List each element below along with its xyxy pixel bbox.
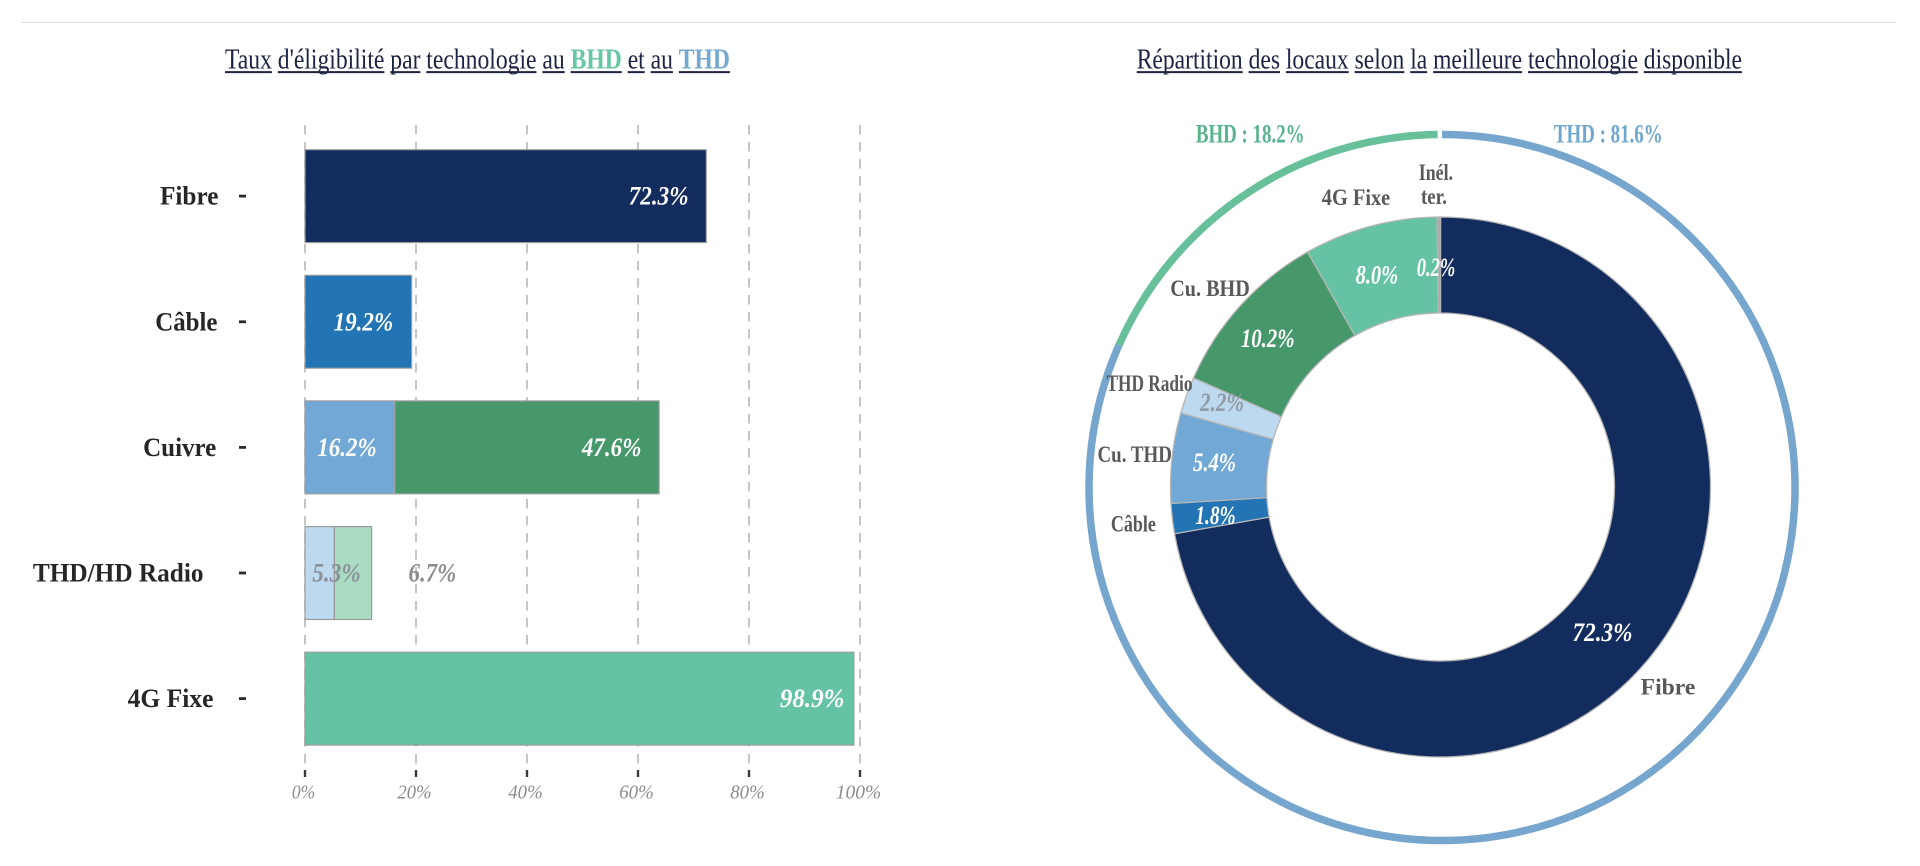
svg-text:d'éligibilité: d'éligibilité bbox=[278, 45, 385, 76]
svg-text:5.4%: 5.4% bbox=[1193, 448, 1236, 477]
svg-text:2.2%: 2.2% bbox=[1199, 388, 1244, 417]
svg-text:5.3%: 5.3% bbox=[312, 559, 360, 588]
svg-text:60%: 60% bbox=[619, 781, 654, 803]
svg-text:40%: 40% bbox=[508, 781, 543, 803]
svg-text:10.2%: 10.2% bbox=[1241, 324, 1295, 353]
svg-text:Câble: Câble bbox=[1111, 512, 1156, 537]
svg-text:20%: 20% bbox=[398, 781, 432, 803]
svg-text:THD Radio: THD Radio bbox=[1107, 371, 1193, 396]
svg-text:disponible: disponible bbox=[1644, 45, 1742, 76]
svg-text:selon: selon bbox=[1355, 45, 1405, 76]
svg-text:Inél.: Inél. bbox=[1419, 160, 1453, 185]
svg-text:Cu. THD: Cu. THD bbox=[1098, 442, 1172, 467]
svg-text:Fibre: Fibre bbox=[1641, 674, 1696, 699]
svg-text:72.3%: 72.3% bbox=[1573, 618, 1633, 647]
svg-text:locaux: locaux bbox=[1286, 45, 1349, 76]
svg-text:et: et bbox=[628, 45, 645, 76]
svg-text:au: au bbox=[542, 45, 564, 76]
svg-text:THD/HD Radio: THD/HD Radio bbox=[33, 559, 204, 588]
svg-text:1.8%: 1.8% bbox=[1195, 501, 1235, 530]
svg-text:BHD : 18.2%: BHD : 18.2% bbox=[1196, 119, 1305, 148]
svg-text:technologie: technologie bbox=[426, 45, 536, 76]
svg-text:meilleure: meilleure bbox=[1433, 45, 1522, 76]
svg-text:72.3%: 72.3% bbox=[629, 182, 689, 211]
svg-text:Câble: Câble bbox=[155, 307, 217, 336]
svg-text:THD : 81.6%: THD : 81.6% bbox=[1554, 119, 1663, 148]
svg-text:100%: 100% bbox=[836, 781, 882, 803]
svg-text:4G Fixe: 4G Fixe bbox=[1322, 185, 1390, 210]
svg-text:BHD: BHD bbox=[571, 45, 622, 76]
svg-text:8.0%: 8.0% bbox=[1356, 260, 1399, 289]
svg-text:16.2%: 16.2% bbox=[317, 433, 377, 462]
svg-text:0.2%: 0.2% bbox=[1417, 253, 1456, 282]
svg-text:0%: 0% bbox=[292, 781, 315, 803]
svg-text:80%: 80% bbox=[730, 781, 765, 803]
svg-text:par: par bbox=[390, 45, 421, 76]
svg-text:au: au bbox=[651, 45, 673, 76]
svg-text:technologie: technologie bbox=[1528, 45, 1638, 76]
svg-text:Fibre: Fibre bbox=[160, 182, 218, 211]
svg-text:des: des bbox=[1249, 45, 1280, 76]
svg-text:Cuivre: Cuivre bbox=[143, 433, 216, 462]
svg-text:4G Fixe: 4G Fixe bbox=[128, 684, 214, 713]
svg-text:98.9%: 98.9% bbox=[780, 684, 845, 713]
svg-text:6.7%: 6.7% bbox=[409, 559, 457, 588]
svg-text:47.6%: 47.6% bbox=[581, 433, 641, 462]
svg-text:Répartition: Répartition bbox=[1137, 45, 1243, 76]
svg-text:19.2%: 19.2% bbox=[334, 307, 394, 336]
svg-text:ter.: ter. bbox=[1421, 184, 1447, 209]
svg-text:Cu. BHD: Cu. BHD bbox=[1170, 276, 1250, 301]
svg-text:la: la bbox=[1410, 45, 1427, 76]
svg-text:THD: THD bbox=[679, 45, 730, 76]
svg-text:Taux: Taux bbox=[225, 45, 272, 76]
